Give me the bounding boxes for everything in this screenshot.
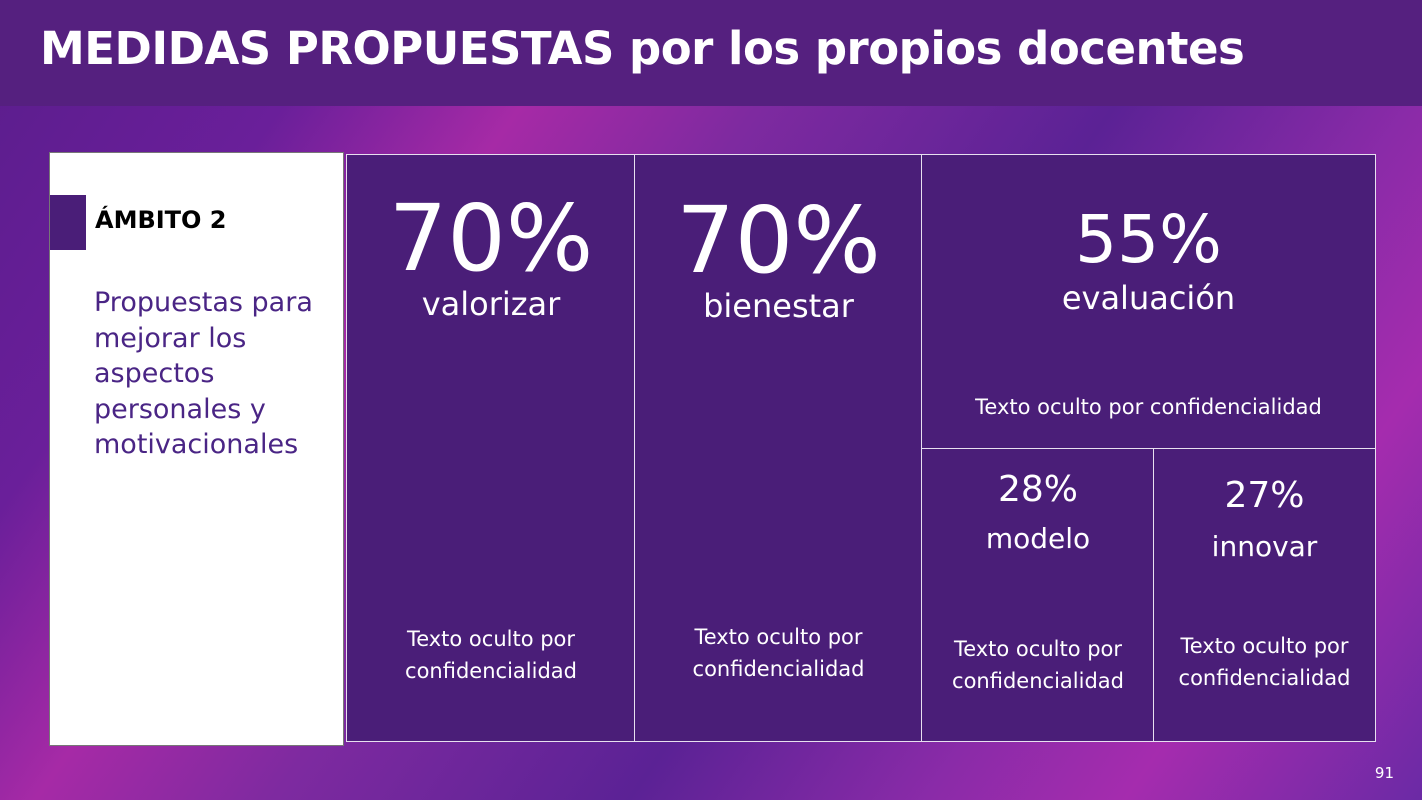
page-number: 91 [1374, 764, 1394, 782]
card-text: Texto oculto por confidencialidad [692, 625, 865, 681]
header-band: MEDIDAS PROPUESTAS por los propios docen… [0, 0, 1422, 106]
card-percent: 28% [997, 469, 1078, 510]
card-label: modelo [985, 522, 1091, 555]
card-percent: 70% [676, 187, 881, 294]
card-percent: 55% [1075, 201, 1222, 278]
section-heading: ÁMBITO 2 [95, 206, 227, 234]
card-label: valorizar [421, 285, 561, 323]
card-text: Texto oculto por confidencialidad [952, 637, 1124, 693]
card-label: innovar [1211, 530, 1318, 563]
card-text: Texto oculto por confidencialidad [405, 627, 577, 683]
card-modelo: 28% modelo Texto oculto por confidencial… [921, 448, 1155, 742]
card-label: bienestar [703, 287, 854, 325]
card-text: Texto oculto por confidencialidad [1178, 634, 1351, 690]
section-description: Propuestas para mejorar los aspectos per… [94, 287, 313, 460]
card-text: Texto oculto por confidencialidad [975, 395, 1322, 419]
card-percent: 70% [388, 185, 594, 292]
card-valorizar: 70% valorizar Texto oculto por confidenc… [346, 154, 636, 742]
card-label: evaluación [1061, 279, 1236, 317]
card-percent: 27% [1224, 475, 1305, 516]
sidebar-panel: ÁMBITO 2 Propuestas para mejorar los asp… [49, 152, 344, 746]
card-innovar: 27% innovar Texto oculto por confidencia… [1153, 448, 1376, 742]
accent-bar [50, 195, 86, 250]
card-evaluacion: 55% evaluación Texto oculto por confiden… [921, 154, 1376, 450]
slide-title: MEDIDAS PROPUESTAS por los propios docen… [40, 22, 1245, 75]
card-bienestar: 70% bienestar Texto oculto por confidenc… [634, 154, 923, 742]
